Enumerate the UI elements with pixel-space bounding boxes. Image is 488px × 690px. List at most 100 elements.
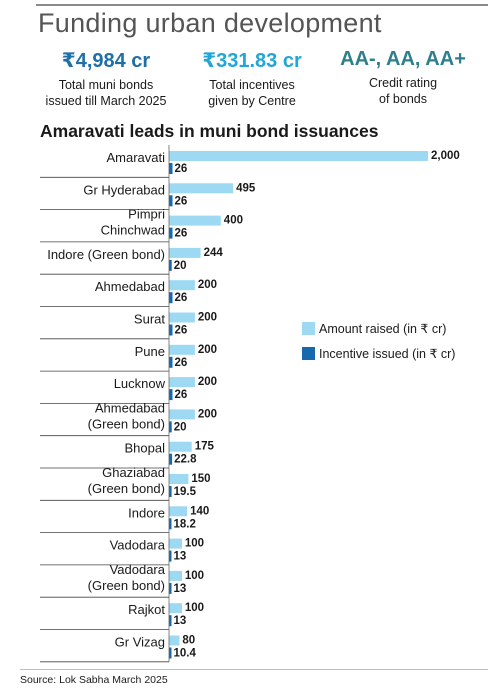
amount-bar — [169, 312, 195, 323]
amount-bar — [169, 441, 192, 452]
amount-label: 400 — [224, 215, 243, 227]
stat-caption-line: Total incentives — [209, 78, 295, 92]
incentive-bar — [169, 615, 172, 627]
category-label: Pune — [135, 344, 165, 359]
amount-label: 200 — [198, 408, 217, 420]
incentive-label: 26 — [175, 163, 188, 175]
amount-bar — [169, 570, 182, 581]
category-label: Amaravati — [106, 150, 165, 165]
stat-caption-line: given by Centre — [208, 94, 296, 108]
amount-label: 244 — [204, 247, 224, 259]
stat-value: AA-, AA, AA+ — [340, 48, 466, 70]
incentive-label: 26 — [175, 389, 188, 401]
category-label: Bhopal — [125, 441, 166, 456]
category-label: Ahmedabad — [95, 279, 165, 294]
amount-bar — [169, 603, 182, 614]
incentive-label: 19.5 — [174, 486, 197, 498]
amount-bar — [169, 280, 195, 291]
incentive-label: 26 — [175, 228, 188, 240]
top-rule — [36, 4, 488, 6]
amount-label: 200 — [198, 312, 217, 324]
footer-rule — [20, 669, 488, 670]
amount-label: 100 — [185, 538, 204, 550]
amount-label: 140 — [190, 505, 209, 517]
amount-label: 495 — [236, 182, 256, 194]
incentive-bar — [169, 292, 173, 304]
stat-total-incentives: ₹331.83 cr Total incentives given by Cen… — [194, 48, 310, 109]
amount-label: 100 — [185, 570, 204, 582]
incentive-bar — [169, 550, 172, 562]
amount-bar — [169, 215, 221, 226]
category-label-line: (Green bond) — [88, 416, 165, 431]
category-label: Vadodara — [110, 538, 166, 553]
legend-label: Incentive issued (in ₹ cr) — [319, 347, 455, 361]
incentive-label: 10.4 — [174, 648, 197, 660]
amount-bar — [169, 344, 195, 355]
category-label: Ghaziabad (Green bond) — [88, 465, 165, 496]
category-label-line: Ghaziabad — [102, 465, 165, 480]
category-label-line: (Green bond) — [88, 481, 165, 496]
incentive-label: 13 — [174, 583, 187, 595]
incentive-bar — [169, 582, 172, 594]
amount-bar — [169, 474, 189, 484]
amount-bar — [169, 247, 201, 258]
incentive-label: 20 — [174, 260, 187, 272]
amount-bar — [169, 635, 180, 646]
category-label: Gr Vizag — [115, 635, 165, 650]
stat-caption-line: Total muni bonds — [58, 78, 154, 92]
stat-total-muni-bonds: ₹4,984 cr Total muni bonds issued till M… — [40, 48, 172, 109]
stat-caption-line: issued till March 2025 — [45, 94, 167, 108]
amount-bar — [169, 409, 195, 420]
incentive-bar — [169, 227, 173, 239]
page-title: Funding urban development — [38, 8, 382, 38]
incentive-bar — [169, 163, 173, 174]
stat-caption: Total incentives given by Centre — [194, 77, 310, 109]
amount-bar — [169, 151, 428, 161]
stat-credit-rating: AA-, AA, AA+ Credit rating of bonds — [328, 48, 478, 107]
incentive-label: 26 — [175, 195, 188, 207]
amount-bar — [169, 538, 182, 549]
amount-label: 200 — [198, 279, 217, 291]
legend-swatch — [302, 322, 315, 335]
stat-caption-line: Credit rating — [368, 76, 438, 90]
incentive-label: 20 — [174, 421, 187, 433]
category-label: Vadodara (Green bond) — [88, 562, 166, 593]
stat-caption: Credit rating of bonds — [328, 75, 478, 107]
category-label: Indore — [128, 505, 165, 520]
incentive-bar — [169, 356, 173, 368]
incentive-bar — [169, 259, 172, 271]
category-label: Gr Hyderabad — [83, 182, 165, 197]
category-label: Lucknow — [114, 376, 166, 391]
incentive-label: 18.2 — [174, 518, 196, 530]
amount-bar — [169, 183, 234, 194]
incentive-bar — [169, 486, 172, 497]
amount-label: 175 — [195, 441, 215, 453]
category-label: Surat — [134, 312, 165, 327]
incentive-label: 26 — [175, 292, 188, 304]
category-label: Rajkot — [128, 602, 165, 617]
stat-caption: Total muni bonds issued till March 2025 — [40, 77, 172, 109]
amount-bar — [169, 377, 195, 388]
incentive-label: 22.8 — [174, 454, 197, 466]
category-label-line: Vadodara — [110, 562, 166, 577]
incentive-bar — [169, 453, 173, 465]
incentive-bar — [169, 421, 172, 433]
category-label: Indore (Green bond) — [47, 247, 165, 262]
incentive-bar — [169, 389, 173, 401]
incentive-bar — [169, 324, 173, 336]
source-note: Source: Lok Sabha March 2025 — [20, 674, 168, 686]
incentive-bar — [169, 518, 172, 530]
incentive-label: 26 — [175, 325, 188, 337]
incentive-label: 26 — [175, 357, 188, 369]
category-label: Ahmedabad (Green bond) — [88, 400, 165, 431]
incentive-bar — [169, 647, 172, 659]
amount-bar — [169, 506, 188, 517]
amount-label: 100 — [185, 602, 204, 614]
incentive-bar — [169, 195, 173, 207]
legend-label: Amount raised (in ₹ cr) — [319, 322, 446, 336]
legend-swatch — [302, 347, 315, 360]
amount-label: 200 — [198, 344, 217, 356]
category-label-line: Pimpri — [128, 207, 165, 222]
amount-label: 2,000 — [431, 150, 460, 162]
category-label-line: Ahmedabad — [95, 400, 165, 415]
